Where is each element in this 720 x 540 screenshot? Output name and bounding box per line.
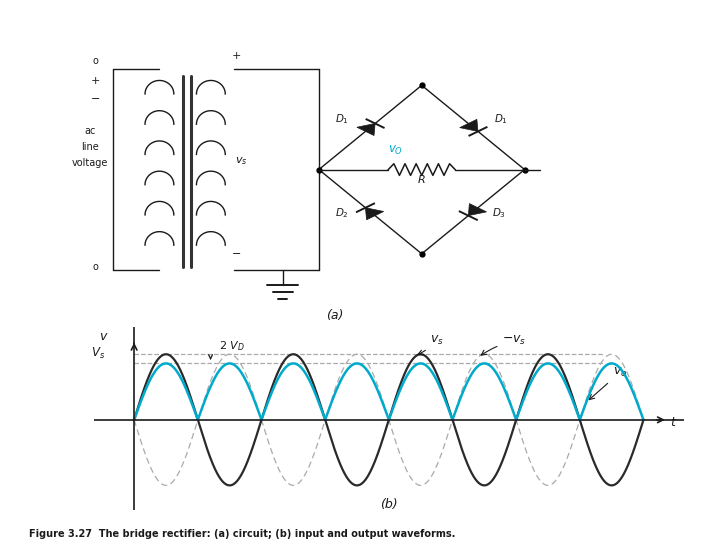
Text: +: + (91, 76, 100, 86)
Text: ac: ac (84, 126, 96, 136)
Text: $D_1$: $D_1$ (495, 112, 508, 126)
Polygon shape (460, 119, 478, 131)
Text: $D_1$: $D_1$ (335, 112, 349, 126)
Text: $v_s$: $v_s$ (235, 155, 248, 167)
Text: Figure 3.27  The bridge rectifier: (a) circuit; (b) input and output waveforms.: Figure 3.27 The bridge rectifier: (a) ci… (29, 529, 455, 539)
Text: $R$: $R$ (418, 173, 426, 185)
Text: −: − (91, 93, 100, 104)
Text: (b): (b) (380, 498, 397, 511)
Polygon shape (468, 204, 487, 215)
Text: −: − (232, 249, 241, 259)
Polygon shape (366, 208, 384, 220)
Text: o: o (92, 262, 98, 272)
Text: $v_O$: $v_O$ (388, 144, 404, 157)
Text: $v_s$: $v_s$ (418, 334, 444, 355)
Text: $v_o$: $v_o$ (589, 366, 627, 400)
Text: +: + (232, 51, 241, 62)
Text: (a): (a) (325, 308, 343, 322)
Text: $2\ V_D$: $2\ V_D$ (219, 340, 245, 353)
Text: $v$: $v$ (99, 330, 109, 343)
Text: line: line (81, 142, 99, 152)
Text: $-v_s$: $-v_s$ (481, 334, 526, 355)
Text: o: o (92, 56, 98, 66)
Text: $V_s$: $V_s$ (91, 346, 104, 361)
Text: $D_2$: $D_2$ (335, 206, 349, 220)
Text: $t$: $t$ (670, 416, 678, 429)
Text: voltage: voltage (72, 158, 108, 168)
Text: $D_3$: $D_3$ (492, 206, 506, 220)
Polygon shape (357, 124, 375, 136)
